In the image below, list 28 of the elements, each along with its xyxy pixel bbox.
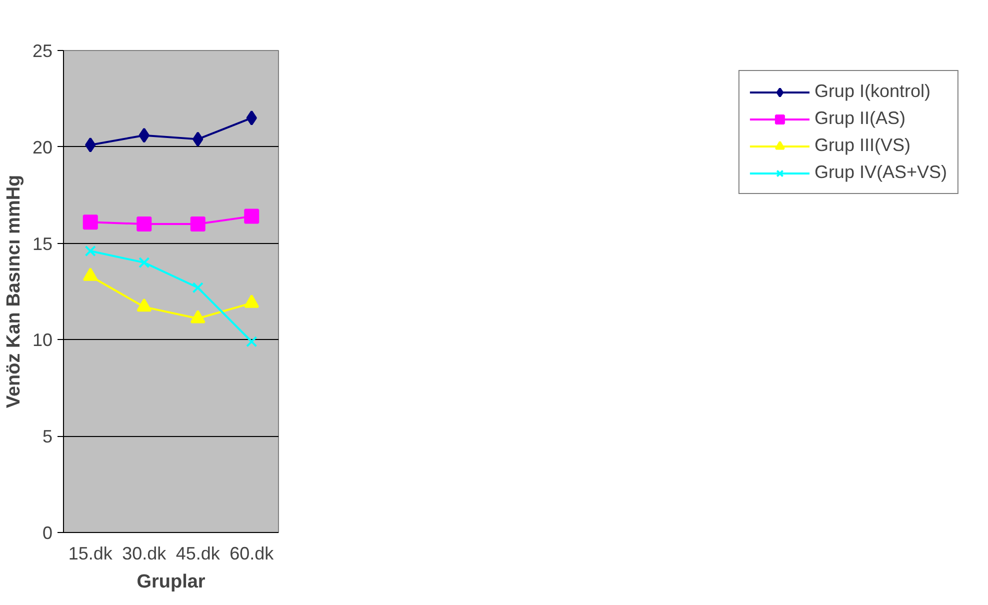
y-tick-label: 15 [32,234,53,254]
point [138,128,150,143]
y-tick-label: 25 [32,41,53,61]
y-tick-label: 0 [42,523,53,543]
point [190,216,206,232]
point [136,216,152,232]
point [246,110,257,126]
x-tick-label: 45.dk [176,544,221,564]
legend-label: Grup III(VS) [814,135,910,156]
x-tick-label: 15.dk [68,544,114,564]
y-tick-label: 5 [42,426,53,447]
x-tick-label: 60.dk [230,544,275,564]
point [82,214,98,230]
legend-label: Grup I(kontrol) [814,81,930,102]
x-tick-label: 30.dk [122,544,168,564]
point [85,137,96,152]
legend-label: Grup II(AS) [814,108,906,129]
point [138,256,150,268]
point [192,132,204,147]
point [84,245,96,257]
point [246,336,258,348]
point [192,282,204,294]
legend-label: Grup IV(AS+VS) [814,162,947,183]
y-axis-title: Venöz Kan Basıncı mmHg [3,174,24,408]
y-tick-label: 10 [32,330,53,350]
point [244,208,260,224]
y-tick-label: 20 [32,137,53,158]
x-axis-title: Gruplar [136,572,206,592]
